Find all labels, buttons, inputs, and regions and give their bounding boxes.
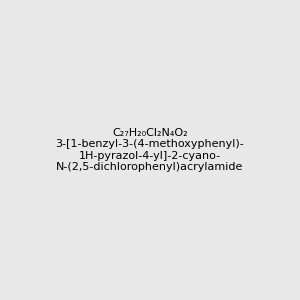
Text: C₂₇H₂₀Cl₂N₄O₂
3-[1-benzyl-3-(4-methoxyphenyl)-
1H-pyrazol-4-yl]-2-cyano-
N-(2,5-: C₂₇H₂₀Cl₂N₄O₂ 3-[1-benzyl-3-(4-methoxyph… xyxy=(56,128,244,172)
